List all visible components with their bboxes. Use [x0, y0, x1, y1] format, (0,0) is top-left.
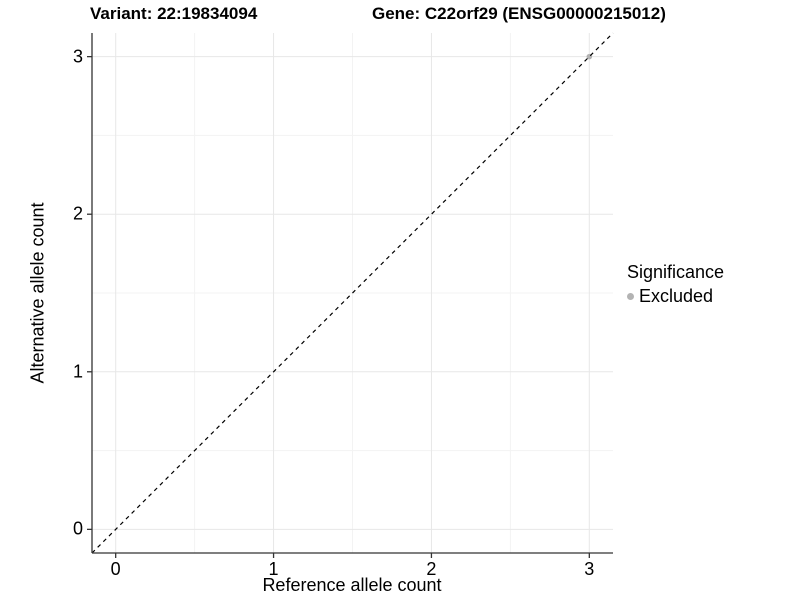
legend-entry-excluded: Excluded	[627, 286, 724, 307]
legend: Significance Excluded	[627, 262, 724, 307]
plot-title-gene: Gene: C22orf29 (ENSG00000215012)	[372, 4, 666, 23]
x-tick-label: 1	[268, 559, 279, 579]
y-tick-label: 0	[72, 518, 83, 539]
excluded-point-icon	[627, 293, 634, 300]
y-tick-label: 2	[72, 203, 83, 224]
x-tick-label: 3	[584, 559, 595, 579]
identity-line	[91, 32, 614, 554]
x-tick-label: 0	[110, 559, 121, 579]
x-tick-label: 2	[426, 559, 437, 579]
legend-title: Significance	[627, 262, 725, 282]
y-tick-label: 1	[72, 361, 83, 382]
legend-entry-label: Excluded	[639, 286, 714, 306]
y-tick-label: 3	[72, 46, 83, 67]
plot-title-variant: Variant: 22:19834094	[90, 4, 258, 23]
x-axis-title: Reference allele count	[262, 575, 442, 595]
y-axis-title: Alternative allele count	[27, 202, 48, 384]
